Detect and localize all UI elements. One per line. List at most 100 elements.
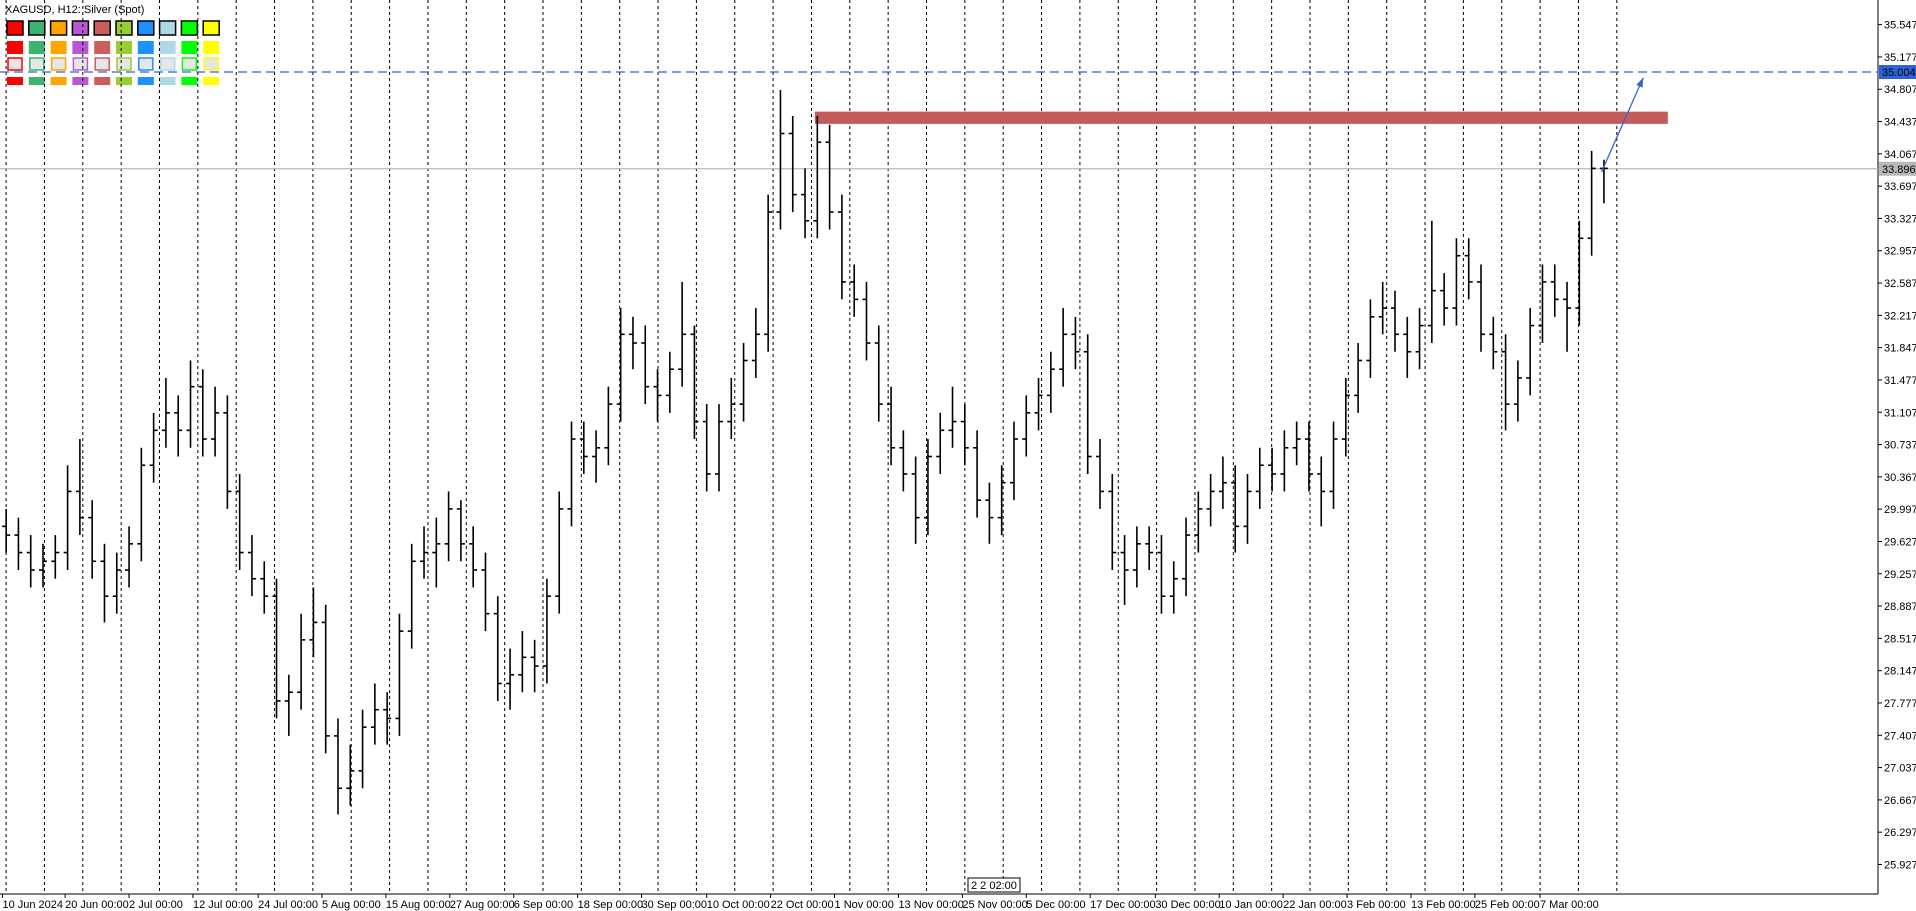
x-tick-label: 10 Jan 00:00: [1219, 899, 1283, 911]
y-tick-label: 26.297: [1884, 827, 1916, 839]
palette-swatch[interactable]: [116, 57, 132, 71]
y-tick-label: 35.177: [1884, 52, 1916, 64]
cursor-label-box: [967, 877, 1021, 893]
y-tick-label: 31.847: [1884, 343, 1916, 355]
y-tick-label: 28.517: [1884, 633, 1916, 645]
x-tick-label: 25 Nov 00:00: [962, 899, 1027, 911]
palette-swatch[interactable]: [181, 41, 198, 54]
y-tick-label: 27.407: [1884, 730, 1916, 742]
y-tick-label: 31.477: [1884, 375, 1916, 387]
y-tick-label: 30.737: [1884, 440, 1916, 452]
y-tick-label: 34.437: [1884, 117, 1916, 129]
y-tick-label: 28.887: [1884, 601, 1916, 613]
y-tick-label: 33.327: [1884, 213, 1916, 225]
y-tick-label: 29.997: [1884, 504, 1916, 516]
palette-swatch[interactable]: [50, 41, 67, 54]
price-label-box: [1879, 161, 1916, 176]
y-tick-label: 32.217: [1884, 310, 1916, 322]
palette-swatch[interactable]: [28, 77, 45, 85]
y-tick-label: 25.927: [1884, 859, 1916, 871]
palette-swatch[interactable]: [203, 41, 220, 54]
palette-swatch[interactable]: [28, 20, 46, 36]
price-label: 35.004: [1882, 67, 1916, 79]
palette-swatch[interactable]: [116, 77, 132, 85]
palette-swatch[interactable]: [180, 20, 199, 36]
palette-swatch[interactable]: [159, 41, 176, 54]
palette-swatch[interactable]: [137, 77, 154, 85]
y-tick-label: 31.107: [1884, 407, 1916, 419]
x-tick-label: 25 Feb 00:00: [1475, 899, 1540, 911]
palette-swatch[interactable]: [94, 57, 110, 71]
palette-swatch[interactable]: [137, 41, 154, 54]
palette-swatch[interactable]: [7, 41, 23, 54]
cursor-label: 2 2 02:00: [971, 880, 1017, 892]
x-tick-label: 13 Feb 00:00: [1411, 899, 1476, 911]
x-tick-label: 5 Aug 00:00: [322, 899, 381, 911]
resistance-zone: [814, 111, 1668, 124]
x-tick-label: 22 Jan 00:00: [1283, 899, 1347, 911]
y-tick-label: 34.067: [1884, 149, 1916, 161]
x-tick-label: 18 Sep 00:00: [578, 899, 643, 911]
x-tick-label: 27 Aug 00:00: [450, 899, 515, 911]
y-tick-label: 27.777: [1884, 698, 1916, 710]
y-tick-label: 28.147: [1884, 666, 1916, 678]
price-label-box: [1879, 65, 1916, 80]
arrow: [1600, 77, 1644, 173]
x-tick-label: 17 Dec 00:00: [1090, 899, 1155, 911]
x-tick-label: 30 Dec 00:00: [1155, 899, 1220, 911]
palette-swatch[interactable]: [116, 41, 132, 54]
palette-swatch[interactable]: [49, 20, 68, 36]
palette-swatch[interactable]: [50, 77, 67, 85]
x-tick-label: 22 Oct 00:00: [771, 899, 834, 911]
palette-swatch[interactable]: [159, 77, 176, 85]
palette-swatch[interactable]: [72, 77, 89, 85]
color-palette: [6, 20, 220, 85]
palette-swatch[interactable]: [181, 77, 198, 85]
palette-swatch[interactable]: [28, 41, 45, 54]
palette-swatch[interactable]: [94, 41, 111, 54]
x-tick-label: 10 Oct 00:00: [707, 899, 770, 911]
x-tick-label: 13 Nov 00:00: [898, 899, 963, 911]
x-tick-label: 1 Nov 00:00: [835, 899, 894, 911]
x-tick-label: 5 Dec 00:00: [1026, 899, 1085, 911]
x-tick-label: 15 Aug 00:00: [386, 899, 451, 911]
x-tick-label: 10 Jun 2024: [2, 899, 63, 911]
x-tick-label: 2 Jul 00:00: [129, 899, 183, 911]
x-tick-label: 6 Sep 00:00: [514, 899, 573, 911]
palette-swatch[interactable]: [6, 20, 24, 36]
palette-swatch[interactable]: [72, 41, 89, 54]
palette-swatch[interactable]: [93, 20, 111, 36]
x-tick-label: 20 Jun 00:00: [65, 899, 129, 911]
x-tick-label: 30 Sep 00:00: [642, 899, 707, 911]
y-tick-label: 35.547: [1884, 20, 1916, 32]
palette-swatch[interactable]: [7, 77, 23, 85]
palette-swatch[interactable]: [137, 20, 155, 36]
y-tick-label: 26.667: [1884, 795, 1916, 807]
palette-swatch[interactable]: [203, 57, 219, 71]
chart-title: XAGUSD, H12: Silver (Spot): [5, 4, 144, 16]
palette-swatch[interactable]: [181, 57, 198, 71]
palette-swatch[interactable]: [159, 57, 176, 71]
palette-swatch[interactable]: [50, 57, 67, 71]
palette-swatch[interactable]: [203, 77, 220, 85]
y-tick-label: 30.367: [1884, 472, 1916, 484]
palette-swatch[interactable]: [158, 20, 177, 36]
y-tick-label: 34.807: [1884, 84, 1916, 96]
palette-swatch[interactable]: [71, 20, 90, 36]
palette-swatch[interactable]: [202, 20, 220, 36]
y-tick-label: 32.587: [1884, 278, 1916, 290]
y-tick-label: 33.697: [1884, 181, 1916, 193]
palette-swatch[interactable]: [72, 57, 89, 71]
palette-swatch[interactable]: [138, 57, 154, 71]
y-tick-label: 29.257: [1884, 569, 1916, 581]
palette-swatch[interactable]: [115, 20, 133, 36]
palette-swatch[interactable]: [94, 77, 111, 85]
y-tick-label: 27.037: [1884, 763, 1916, 775]
y-tick-label: 32.957: [1884, 246, 1916, 258]
x-tick-label: 7 Mar 00:00: [1540, 899, 1599, 911]
palette-swatch[interactable]: [7, 57, 23, 71]
palette-swatch[interactable]: [29, 57, 45, 71]
x-tick-label: 24 Jul 00:00: [258, 899, 318, 911]
